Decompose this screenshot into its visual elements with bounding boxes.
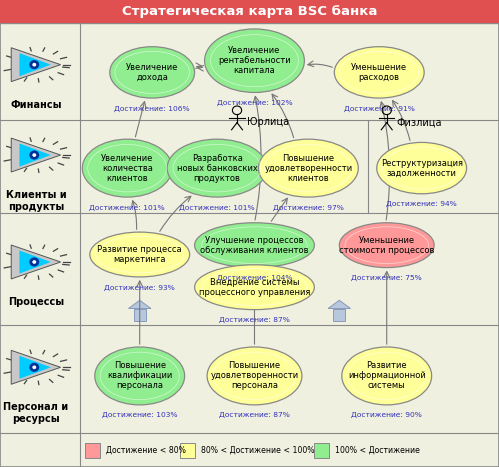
Text: Достижение: 94%: Достижение: 94% xyxy=(386,201,457,207)
Circle shape xyxy=(29,257,39,267)
Text: Достижение < 80%: Достижение < 80% xyxy=(106,446,186,455)
Ellipse shape xyxy=(334,47,424,98)
Ellipse shape xyxy=(205,29,304,92)
FancyBboxPatch shape xyxy=(0,0,499,23)
Text: Повышение
квалификации
персонала: Повышение квалификации персонала xyxy=(107,361,172,390)
Text: Внедрение системы
процессного управления: Внедрение системы процессного управления xyxy=(199,278,310,297)
Circle shape xyxy=(29,150,39,160)
Text: Юрлица: Юрлица xyxy=(247,117,289,127)
Polygon shape xyxy=(19,356,51,379)
Circle shape xyxy=(29,60,39,69)
FancyBboxPatch shape xyxy=(333,309,345,321)
Text: Уменьшение
стоимости процессов: Уменьшение стоимости процессов xyxy=(339,236,435,255)
Text: Повышение
удовлетворенности
клиентов: Повышение удовлетворенности клиентов xyxy=(264,154,352,183)
Ellipse shape xyxy=(82,139,172,197)
Text: Достижение: 87%: Достижение: 87% xyxy=(219,412,290,418)
Text: Достижение: 97%: Достижение: 97% xyxy=(273,205,344,211)
Text: Увеличение
количества
клиентов: Увеличение количества клиентов xyxy=(101,154,153,183)
Circle shape xyxy=(32,260,36,264)
Ellipse shape xyxy=(90,232,190,277)
Circle shape xyxy=(32,153,36,157)
Ellipse shape xyxy=(258,139,358,197)
Text: 100% < Достижение: 100% < Достижение xyxy=(335,446,420,455)
Text: Повышение
удовлетворенности
персонала: Повышение удовлетворенности персонала xyxy=(211,361,298,390)
Text: Достижение: 101%: Достижение: 101% xyxy=(179,205,255,211)
Text: Улучшение процессов
обслуживания клиентов: Улучшение процессов обслуживания клиенто… xyxy=(200,236,309,255)
Text: Процессы: Процессы xyxy=(8,297,64,307)
FancyBboxPatch shape xyxy=(85,443,100,458)
Ellipse shape xyxy=(342,347,432,405)
Text: Достижение: 106%: Достижение: 106% xyxy=(114,106,190,112)
Text: Разработка
новых банковских
продуктов: Разработка новых банковских продуктов xyxy=(177,154,257,183)
Polygon shape xyxy=(19,53,51,76)
FancyBboxPatch shape xyxy=(314,443,329,458)
Ellipse shape xyxy=(377,142,467,194)
Polygon shape xyxy=(11,350,61,384)
Text: Увеличение
рентабельности
капитала: Увеличение рентабельности капитала xyxy=(218,46,291,75)
Ellipse shape xyxy=(207,347,302,405)
Text: Клиенты и
продукты: Клиенты и продукты xyxy=(5,190,66,212)
Text: Финансы: Финансы xyxy=(10,99,62,110)
Text: Достижение: 103%: Достижение: 103% xyxy=(102,412,178,418)
Text: Достижение: 104%: Достижение: 104% xyxy=(217,275,292,281)
Text: Достижение: 75%: Достижение: 75% xyxy=(351,275,422,281)
Text: Достижение: 93%: Достижение: 93% xyxy=(104,284,175,290)
Text: Достижение: 102%: Достижение: 102% xyxy=(217,100,292,106)
Text: Развитие процесса
маркетинга: Развитие процесса маркетинга xyxy=(97,245,182,264)
Ellipse shape xyxy=(167,139,267,197)
FancyBboxPatch shape xyxy=(180,443,195,458)
Polygon shape xyxy=(19,250,51,274)
Polygon shape xyxy=(11,138,61,172)
Ellipse shape xyxy=(195,223,314,268)
Ellipse shape xyxy=(339,223,434,268)
Text: Физлица: Физлица xyxy=(397,117,442,127)
Ellipse shape xyxy=(110,47,195,98)
Text: Увеличение
дохода: Увеличение дохода xyxy=(126,63,178,82)
Text: Достижение: 91%: Достижение: 91% xyxy=(344,106,415,112)
Text: Реструктуризация
задолженности: Реструктуризация задолженности xyxy=(381,159,463,177)
Polygon shape xyxy=(11,245,61,279)
Text: Достижение: 101%: Достижение: 101% xyxy=(89,205,165,211)
Ellipse shape xyxy=(95,347,185,405)
Text: Персонал и
ресурсы: Персонал и ресурсы xyxy=(3,402,68,424)
Polygon shape xyxy=(328,300,350,309)
Circle shape xyxy=(32,63,36,66)
FancyBboxPatch shape xyxy=(134,309,146,321)
Polygon shape xyxy=(11,48,61,82)
Text: Достижение: 87%: Достижение: 87% xyxy=(219,317,290,323)
Text: Развитие
информационной
системы: Развитие информационной системы xyxy=(348,361,426,390)
Polygon shape xyxy=(19,143,51,167)
Ellipse shape xyxy=(195,265,314,310)
Circle shape xyxy=(32,366,36,369)
Circle shape xyxy=(29,363,39,372)
Text: Уменьшение
расходов: Уменьшение расходов xyxy=(351,63,407,82)
Polygon shape xyxy=(129,300,151,309)
Text: 80% < Достижение < 100%: 80% < Достижение < 100% xyxy=(201,446,314,455)
Text: Стратегическая карта BSC банка: Стратегическая карта BSC банка xyxy=(122,5,377,18)
Text: Достижение: 90%: Достижение: 90% xyxy=(351,412,422,418)
